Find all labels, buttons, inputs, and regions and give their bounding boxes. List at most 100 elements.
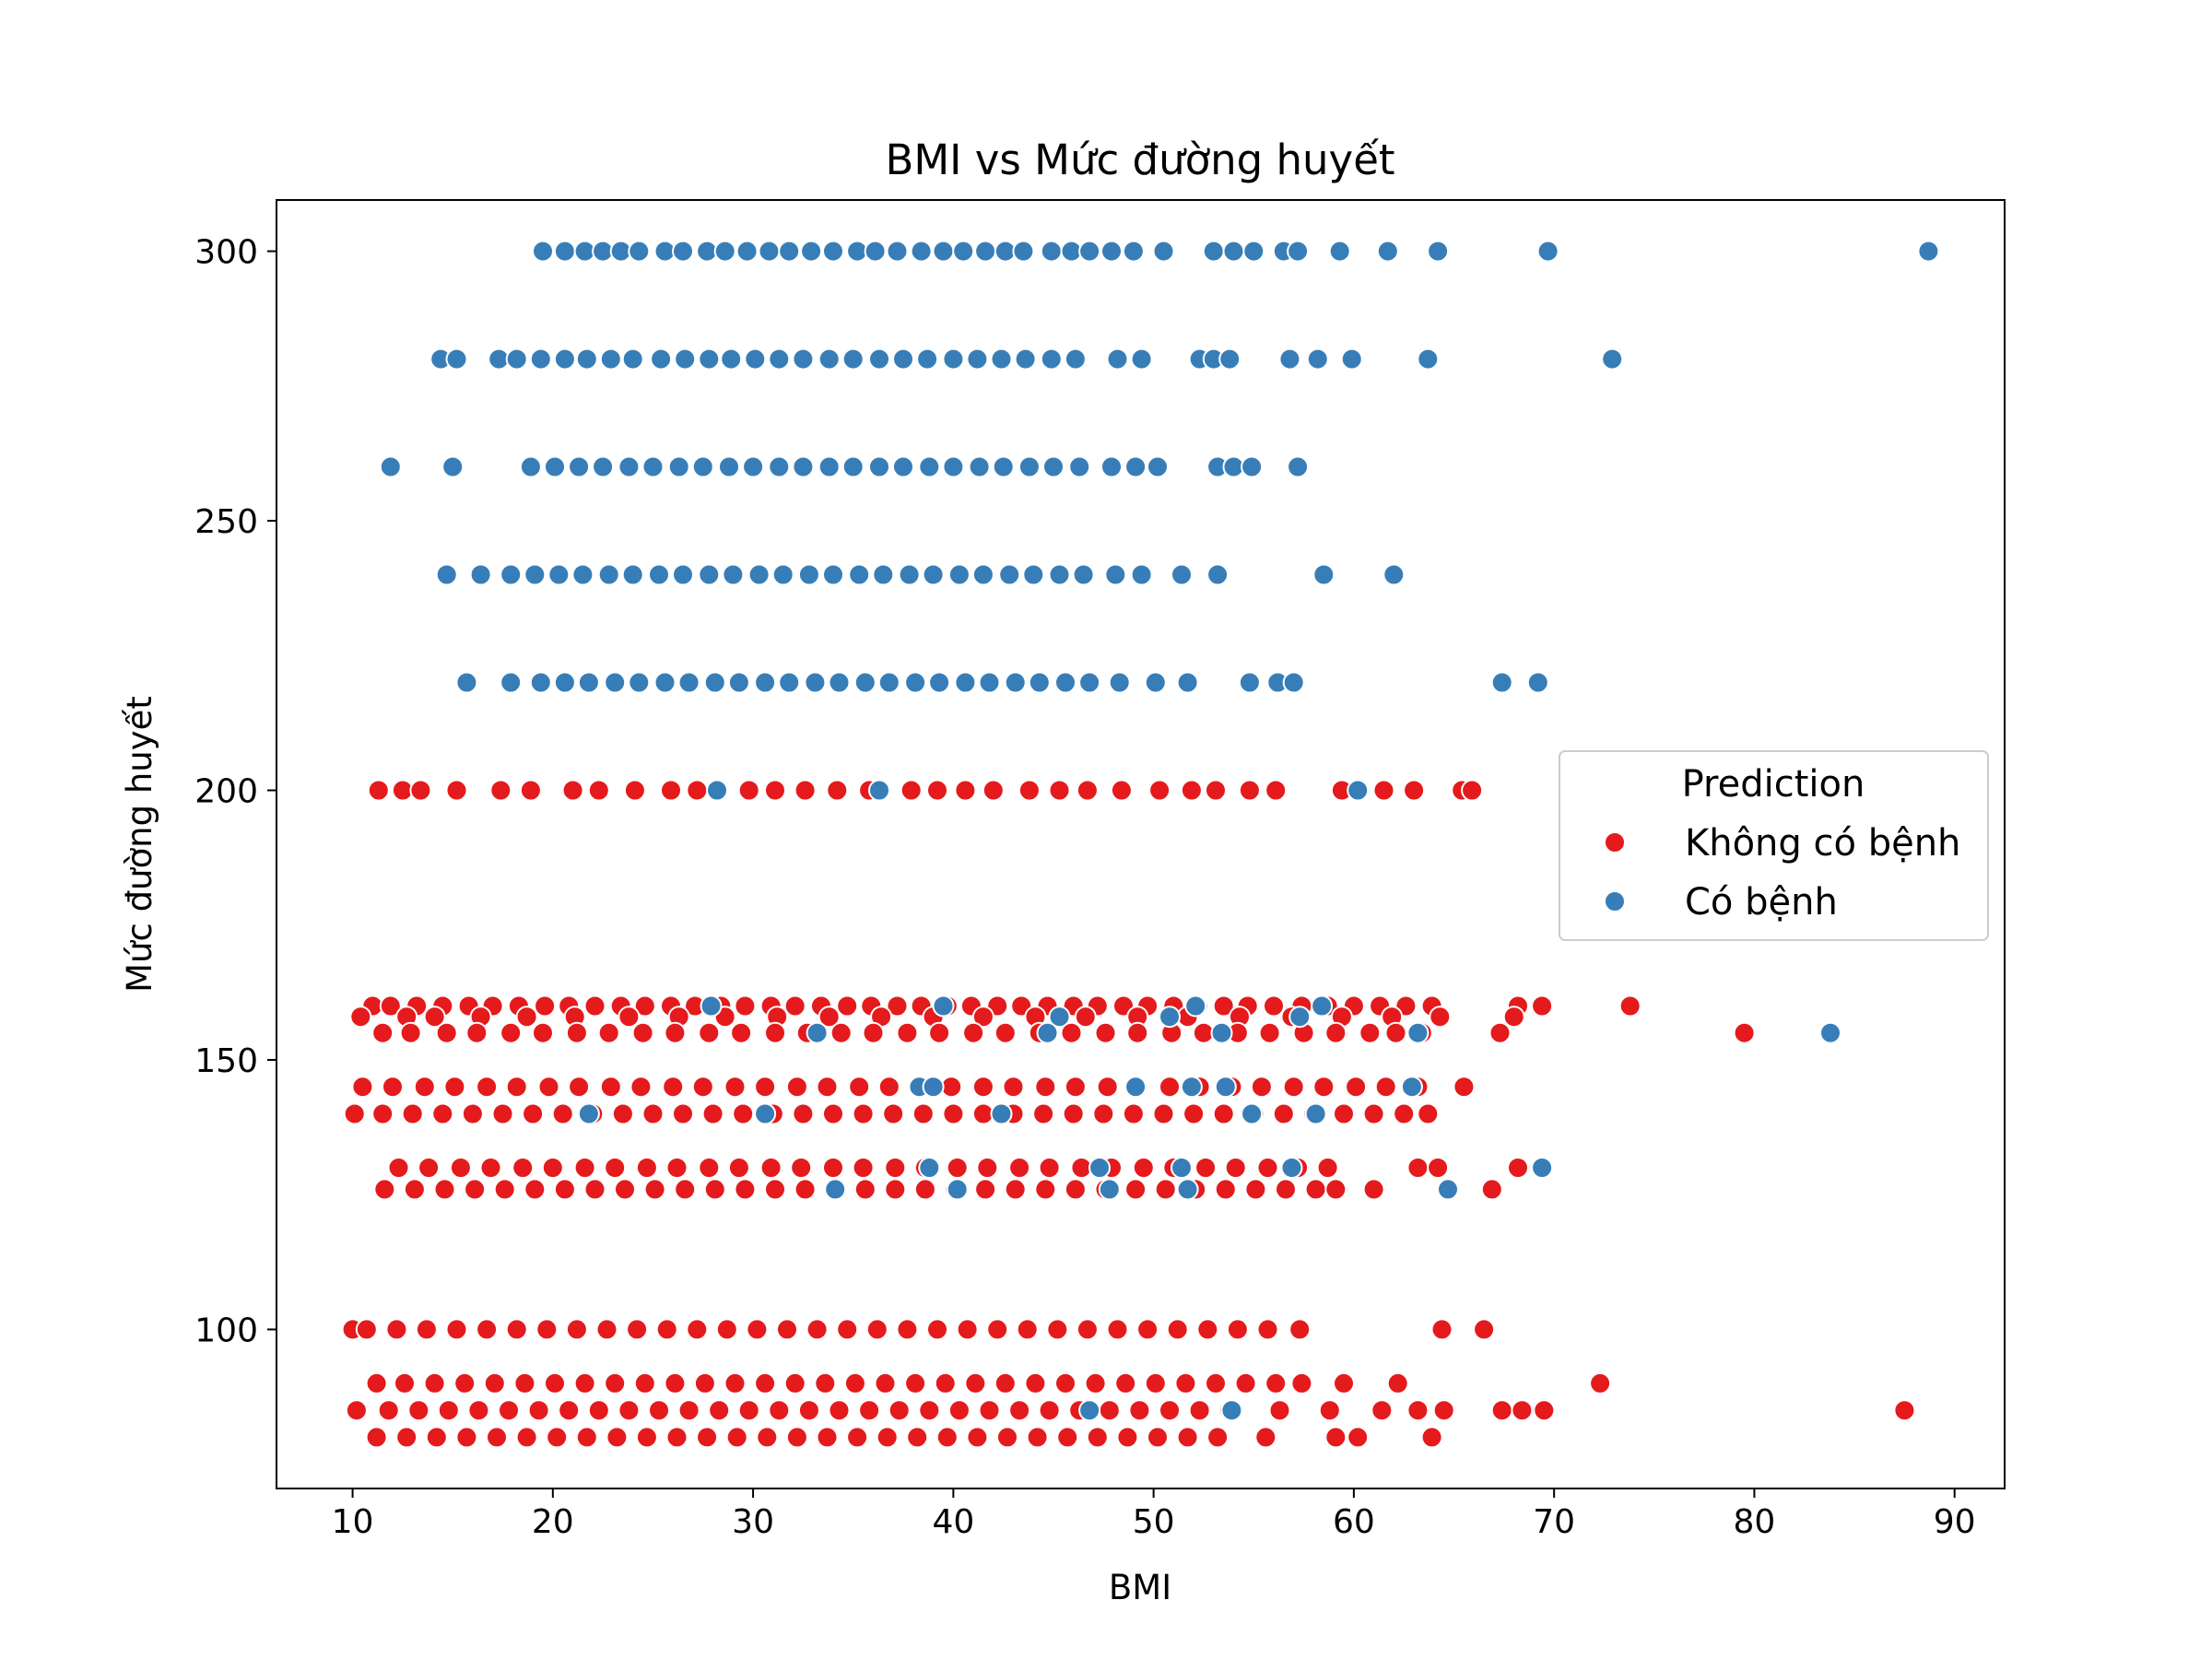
data-point (1042, 455, 1065, 478)
data-point (1316, 1157, 1339, 1179)
data-point (818, 347, 841, 371)
data-point (573, 1371, 596, 1394)
data-point (1078, 671, 1101, 694)
data-point (1507, 1157, 1529, 1179)
data-point (1384, 1021, 1407, 1044)
data-point (1176, 1178, 1199, 1201)
data-point (1214, 1076, 1237, 1099)
data-point (449, 1157, 472, 1179)
data-point (696, 1426, 719, 1449)
x-axis: 10 20 30 40 50 60 70 80 90 (332, 1488, 1976, 1541)
data-point (713, 240, 736, 263)
data-point (505, 347, 528, 371)
data-point (1036, 1021, 1059, 1044)
data-point (1432, 1399, 1455, 1422)
data-point (431, 1102, 454, 1125)
data-point (515, 1426, 538, 1449)
data-point (561, 779, 584, 802)
data-point (1490, 1399, 1513, 1422)
data-point (519, 455, 542, 478)
data-point (395, 1426, 418, 1449)
data-point (409, 779, 432, 802)
data-point (611, 1102, 634, 1125)
data-point (877, 1076, 900, 1099)
data-point (1265, 1371, 1288, 1394)
data-point (1406, 1399, 1430, 1422)
data-point (1290, 1371, 1313, 1394)
data-point (1152, 1102, 1175, 1125)
data-point (764, 1178, 786, 1201)
data-point (553, 1178, 576, 1201)
data-point (1098, 1178, 1121, 1201)
data-point (928, 671, 951, 694)
data-point (724, 1371, 747, 1394)
data-point (1124, 1178, 1147, 1201)
data-point (1893, 1399, 1916, 1422)
data-point (1241, 1102, 1264, 1125)
data-point (1536, 240, 1559, 263)
data-point (756, 1426, 779, 1449)
data-point (1304, 1102, 1327, 1125)
data-point (1288, 1006, 1312, 1029)
data-point (701, 1102, 724, 1125)
x-tick-label: 20 (532, 1503, 574, 1541)
data-point (544, 1371, 566, 1394)
y-tick-label: 100 (194, 1312, 258, 1349)
data-point (792, 1102, 815, 1125)
data-point (1324, 1178, 1347, 1201)
data-point (573, 1157, 596, 1179)
data-point (764, 1021, 786, 1044)
data-point (1114, 1371, 1137, 1394)
data-point (604, 1371, 627, 1394)
data-point (465, 1021, 488, 1044)
data-point (848, 1076, 871, 1099)
data-point (1054, 1371, 1077, 1394)
data-point (744, 347, 767, 371)
data-point (1333, 1371, 1355, 1394)
data-point (1210, 1021, 1233, 1044)
data-point (1437, 1178, 1459, 1201)
data-point (1171, 1157, 1193, 1179)
data-point (843, 1371, 866, 1394)
data-point (910, 240, 933, 263)
data-point (1406, 1157, 1430, 1179)
data-point (918, 1157, 941, 1179)
data-point (623, 779, 646, 802)
data-point (1054, 671, 1077, 694)
data-point (505, 1318, 528, 1341)
data-point (896, 1318, 919, 1341)
data-point (1312, 563, 1335, 586)
data-point (1171, 563, 1193, 586)
data-point (918, 455, 941, 478)
data-point (524, 1178, 547, 1201)
data-point (768, 455, 791, 478)
data-point (686, 1318, 709, 1341)
data-point (606, 1426, 629, 1449)
data-point (1124, 1076, 1147, 1099)
legend-marker-khong-co-benh (1604, 831, 1626, 853)
data-point (1372, 779, 1395, 802)
legend-box (1559, 750, 1989, 941)
data-point (621, 347, 644, 371)
data-point (655, 1318, 678, 1341)
data-point (691, 1076, 714, 1099)
data-point (1374, 1076, 1397, 1099)
data-point (698, 563, 721, 586)
data-point (826, 779, 849, 802)
data-point (403, 1178, 426, 1201)
data-point (1122, 1102, 1145, 1125)
data-point (1311, 994, 1334, 1018)
data-point (868, 347, 890, 371)
data-point (512, 1157, 535, 1179)
data-point (1184, 994, 1207, 1018)
legend-title: Prediction (1682, 763, 1865, 806)
data-point (1288, 1318, 1312, 1341)
data-point (746, 1318, 769, 1341)
data-point (597, 563, 620, 586)
data-point (1324, 1426, 1347, 1449)
data-point (672, 1102, 694, 1125)
data-point (464, 1178, 487, 1201)
data-point (1108, 671, 1131, 694)
data-point (822, 1102, 844, 1125)
data-point (527, 1399, 550, 1422)
